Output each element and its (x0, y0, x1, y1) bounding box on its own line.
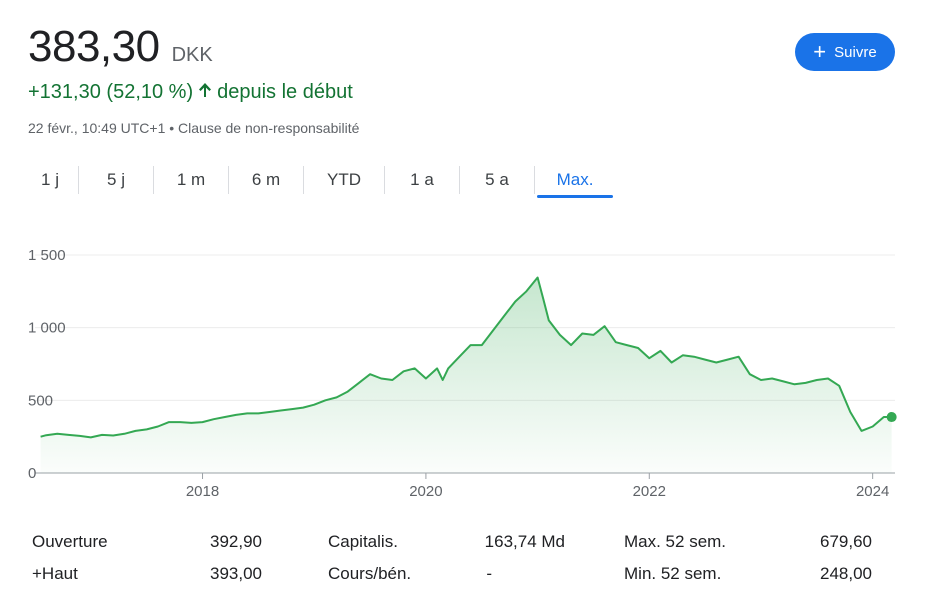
disclaimer-link[interactable]: Clause de non-responsabilité (178, 120, 360, 136)
price-area (40, 277, 892, 473)
x-tick-label: 2018 (186, 483, 219, 500)
tab-label: 6 m (251, 170, 281, 189)
stat-label: Min. 52 sem. (624, 564, 722, 583)
tab-ytd[interactable]: YTD (304, 162, 384, 198)
stats-row: Ouverture 392,90 Capitalis. 163,74 Md Ma… (32, 532, 892, 564)
tab-label: 1 m (176, 170, 206, 189)
tab-max[interactable]: Max. (535, 162, 615, 198)
y-tick-label: 0 (28, 465, 36, 482)
x-tick-label: 2024 (856, 483, 889, 500)
price-row: 383,30 DKK (28, 22, 213, 72)
tab-divider (228, 166, 229, 194)
follow-button[interactable]: + Suivre (795, 33, 895, 71)
x-tick-label: 2020 (409, 483, 442, 500)
tab-label: YTD (327, 170, 361, 189)
current-price-dot (886, 412, 897, 423)
price-line (40, 276, 892, 439)
stat-label: Cours/bén. (328, 564, 412, 583)
meta-separator: • (169, 120, 175, 136)
stat-label: Max. 52 sem. (624, 532, 727, 551)
tab-6-months[interactable]: 6 m (229, 162, 303, 198)
tab-divider (303, 166, 304, 194)
stat-value: 163,74 Md (484, 532, 565, 551)
quote-timestamp: 22 févr., 10:49 UTC+1 (28, 120, 166, 136)
tab-1-month[interactable]: 1 m (154, 162, 228, 198)
change-period: depuis le début (217, 81, 353, 103)
tab-divider (384, 166, 385, 194)
range-tabs: 1 j 5 j 1 m 6 m YTD 1 a 5 a Max. (22, 162, 615, 198)
y-tick-label: 500 (28, 392, 53, 409)
follow-button-label: Suivre (834, 43, 877, 61)
tab-1-year[interactable]: 1 a (385, 162, 459, 198)
tab-label: Max. (556, 170, 594, 189)
stats-row: +Haut 393,00 Cours/bén. - Min. 52 sem. 2… (32, 564, 892, 596)
tab-5-days[interactable]: 5 j (79, 162, 153, 198)
tab-label: 5 j (107, 170, 125, 189)
tab-divider (459, 166, 460, 194)
tab-5-years[interactable]: 5 a (460, 162, 534, 198)
quote-meta: 22 févr., 10:49 UTC+1 • Clause de non-re… (28, 120, 359, 136)
stat-value: 392,90 (210, 532, 262, 551)
x-tick-label: 2022 (633, 483, 666, 500)
plus-icon: + (813, 39, 827, 64)
tab-label: 1 a (410, 170, 434, 189)
stat-label: Capitalis. (328, 532, 398, 551)
tab-1-day[interactable]: 1 j (22, 162, 78, 198)
stat-value: 248,00 (820, 564, 872, 583)
key-stats: Ouverture 392,90 Capitalis. 163,74 Md Ma… (32, 532, 892, 596)
price-chart[interactable]: 0 500 1 000 1 500 2018 2020 2022 2024 (0, 230, 926, 520)
tab-label: 1 j (41, 170, 59, 189)
y-tick-label: 1 500 (28, 247, 66, 264)
tab-divider (78, 166, 79, 194)
change-value: +131,30 (52,10 %) (28, 81, 194, 103)
tab-divider (534, 166, 535, 194)
stat-label: +Haut (32, 564, 78, 583)
stat-value: - (486, 564, 492, 583)
tab-label: 5 a (485, 170, 509, 189)
currency-label: DKK (171, 44, 213, 66)
current-price: 383,30 (28, 22, 160, 71)
stat-value: 393,00 (210, 564, 262, 583)
stat-value: 679,60 (820, 532, 872, 551)
y-tick-label: 1 000 (28, 320, 66, 337)
arrow-up-icon (198, 81, 212, 104)
price-change: +131,30 (52,10 %) depuis le début (28, 81, 353, 104)
tab-divider (153, 166, 154, 194)
stat-label: Ouverture (32, 532, 108, 551)
